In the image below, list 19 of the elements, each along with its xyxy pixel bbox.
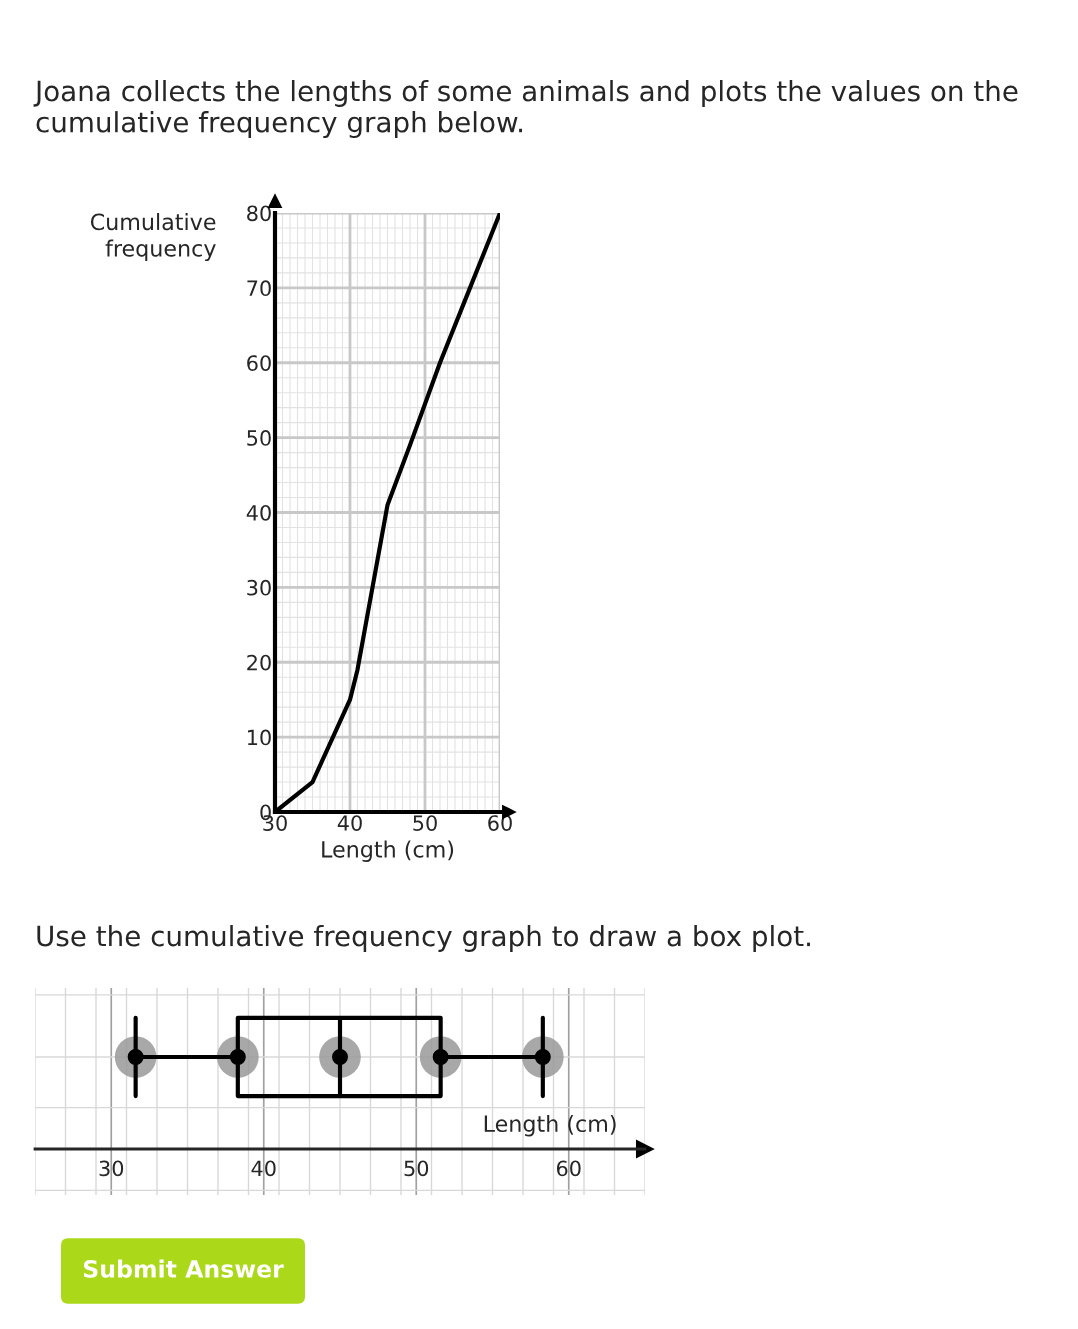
text: Submit Answer — [83, 1259, 284, 1278]
y-tick-label: 20 — [247, 654, 271, 671]
x-tick-label: 50 — [404, 1160, 429, 1177]
x-tick-label: 40 — [337, 815, 362, 831]
x-axis-title: Length (cm) — [484, 1114, 616, 1137]
y-tick-label: 80 — [247, 205, 271, 222]
y-tick-label: 10 — [248, 729, 271, 746]
y-tick-label: 50 — [247, 430, 271, 446]
x-tick-label: 30 — [99, 1160, 124, 1177]
y-tick-label: 60 — [247, 355, 271, 371]
x-tick-label: 50 — [413, 815, 437, 831]
y-tick-label: 30 — [247, 579, 271, 596]
x-tick-label: 60 — [556, 1160, 581, 1177]
chart-title: Use the cumulative frequency graph to draw a box plot. — [37, 925, 810, 952]
y-tick-label: 40 — [246, 504, 271, 521]
y-axis-title: Cumulative frequency — [90, 213, 216, 262]
y-tick-label: 70 — [247, 280, 271, 297]
chart-title: Joana collects the lengths of some animals and plots the values on the cumulative frequency graph below. — [33, 80, 1018, 138]
x-axis-title: Length (cm) — [322, 840, 454, 862]
